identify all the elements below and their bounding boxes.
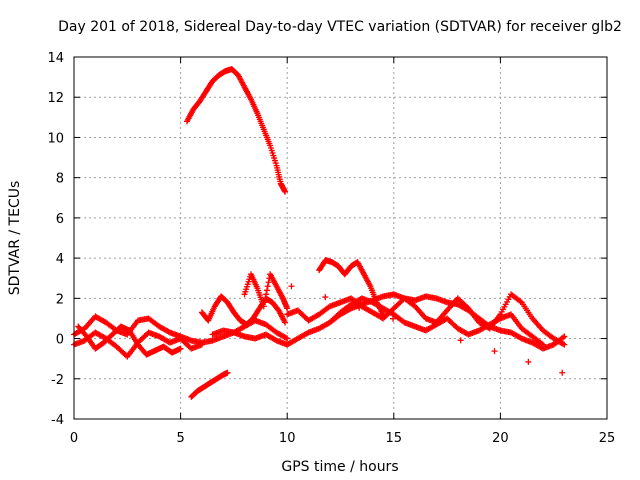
data-point [165, 328, 172, 335]
x-tick-label: 10 [279, 431, 296, 446]
data-point [282, 334, 289, 341]
data-point [224, 369, 231, 376]
series-arc-7 [209, 291, 568, 352]
y-tick-label: 6 [56, 212, 64, 227]
data-point [282, 188, 289, 195]
series-arc-6 [198, 293, 289, 328]
y-tick-label: 14 [47, 51, 64, 66]
data-point [464, 304, 471, 311]
data-point [264, 283, 271, 290]
data-point [561, 333, 568, 340]
series-arc-4 [183, 66, 289, 195]
y-tick-label: -4 [51, 413, 64, 428]
x-tick-label: 20 [492, 431, 509, 446]
grid-layer [74, 57, 607, 419]
data-point [538, 340, 545, 347]
data-point [457, 337, 464, 344]
y-tick-label: 4 [56, 252, 64, 267]
data-point [262, 295, 269, 302]
x-tick-label: 25 [599, 431, 616, 446]
x-tick-label: 15 [386, 431, 403, 446]
data-point [517, 298, 524, 305]
y-tick-label: 8 [56, 172, 64, 187]
data-point [272, 336, 279, 343]
data-point [284, 305, 291, 312]
data-point [517, 334, 524, 341]
data-point [198, 341, 205, 348]
chart-title: Day 201 of 2018, Sidereal Day-to-day VTE… [58, 19, 622, 35]
x-tick-label: 0 [70, 431, 78, 446]
series-isolated [288, 283, 566, 376]
y-tick-label: -2 [51, 373, 64, 388]
data-point [559, 369, 566, 376]
data-points-layer [71, 66, 568, 400]
y-tick-label: 2 [56, 292, 64, 307]
data-point [260, 303, 267, 310]
series-arc-8 [241, 271, 291, 312]
data-point [560, 334, 567, 341]
y-tick-label: 12 [47, 91, 64, 106]
y-tick-label: 10 [47, 131, 64, 146]
data-point [282, 319, 289, 326]
data-point [540, 341, 547, 348]
axis-ticks [73, 56, 608, 420]
data-point [284, 335, 291, 342]
data-point [177, 345, 184, 352]
data-point [423, 326, 430, 333]
data-point [525, 358, 532, 365]
series-arc-11 [326, 295, 547, 348]
series-arc-3 [75, 323, 184, 358]
y-axis-tick-labels: -4 -2 0 2 4 6 8 10 12 14 [47, 51, 64, 428]
data-point [491, 348, 498, 355]
data-point [561, 341, 568, 348]
data-point [322, 294, 329, 301]
series-arc-10 [284, 291, 568, 348]
data-point [496, 316, 503, 323]
series-arc-5 [188, 369, 231, 400]
x-axis-tick-labels: 0 5 10 15 20 25 [70, 431, 615, 446]
x-tick-label: 5 [176, 431, 184, 446]
y-tick-label: 0 [56, 333, 64, 348]
data-point [261, 299, 268, 306]
data-point [263, 287, 270, 294]
data-point [560, 340, 567, 347]
x-axis-label: GPS time / hours [281, 459, 398, 475]
data-point [288, 283, 295, 290]
data-point [304, 330, 311, 337]
data-point [265, 279, 272, 286]
plot-frame [73, 56, 608, 420]
y-axis-label: SDTVAR / TECUs [7, 181, 23, 296]
data-point [263, 291, 270, 298]
data-point [390, 315, 396, 322]
data-point [356, 304, 363, 311]
